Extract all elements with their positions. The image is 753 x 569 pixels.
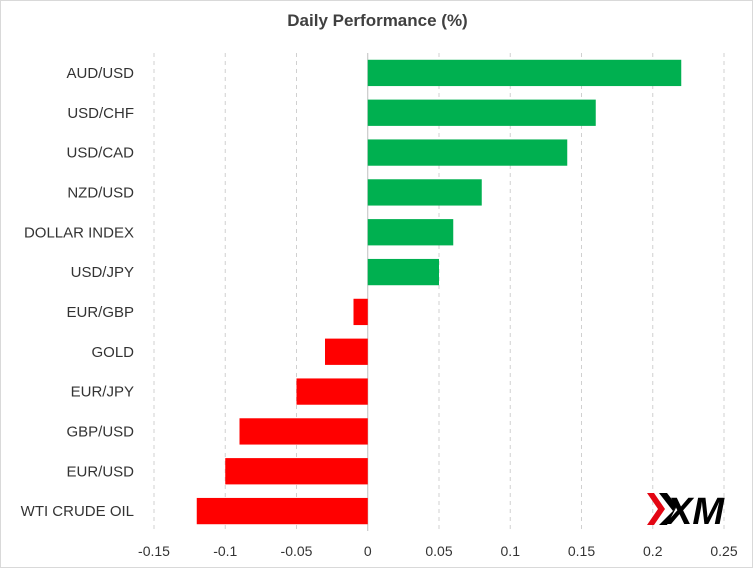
- x-tick-label: 0: [364, 543, 372, 559]
- chart-title: Daily Performance (%): [287, 11, 468, 30]
- bar-eur-gbp: [353, 298, 368, 326]
- x-tick-label: 0.2: [643, 543, 663, 559]
- category-label: EUR/USD: [66, 463, 134, 480]
- bar-gold: [325, 338, 368, 365]
- bar-dollar-index: [367, 219, 454, 246]
- bar-aud-usd: [367, 59, 682, 87]
- bar-usd-chf: [367, 99, 596, 126]
- category-label: NZD/USD: [67, 184, 134, 201]
- x-tick-label: 0.1: [501, 543, 521, 559]
- category-label: GBP/USD: [66, 423, 134, 440]
- x-tick-label: 0.15: [568, 543, 595, 559]
- category-label: WTI CRUDE OIL: [21, 503, 134, 520]
- bar-wti-crude-oil: [196, 497, 368, 525]
- x-tick-label: 0.25: [710, 543, 737, 559]
- category-label: EUR/JPY: [71, 384, 134, 401]
- bar-eur-usd: [225, 458, 368, 485]
- x-tick-label: -0.15: [138, 543, 170, 559]
- bar-nzd-usd: [367, 179, 482, 206]
- x-tick-label: 0.05: [425, 543, 452, 559]
- category-label: DOLLAR INDEX: [24, 224, 134, 241]
- xm-logo: XM: [647, 491, 725, 529]
- category-label: EUR/GBP: [66, 304, 134, 321]
- category-label: USD/CHF: [67, 105, 134, 122]
- category-label: GOLD: [91, 344, 134, 361]
- bar-usd-jpy: [367, 258, 439, 286]
- category-label: AUD/USD: [66, 65, 134, 82]
- category-label: USD/JPY: [71, 264, 134, 281]
- bar-usd-cad: [367, 139, 568, 166]
- x-tick-label: -0.05: [281, 543, 313, 559]
- category-label: USD/CAD: [66, 145, 134, 162]
- svg-text:XM: XM: [665, 491, 725, 529]
- x-tick-label: -0.1: [213, 543, 237, 559]
- bar-gbp-usd: [239, 418, 368, 445]
- bar-eur-jpy: [296, 378, 368, 405]
